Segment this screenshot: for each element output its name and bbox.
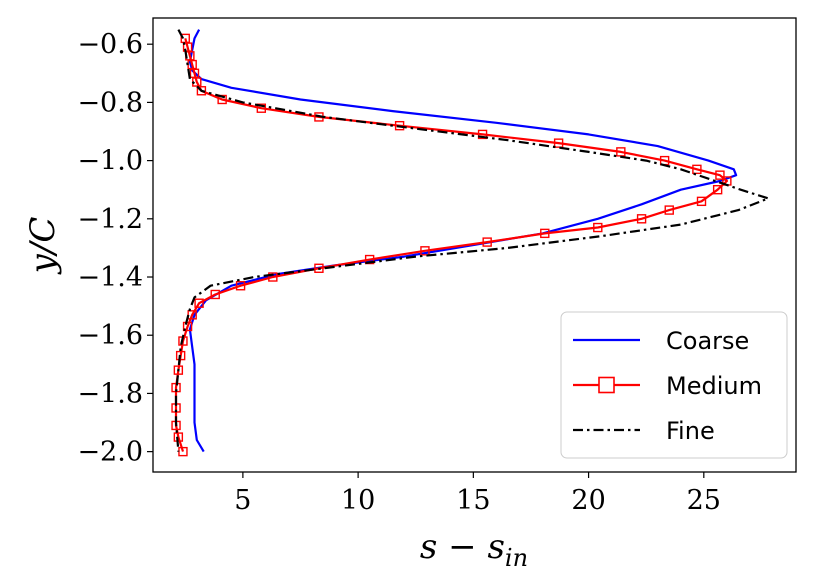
x-tick-label: 10 xyxy=(341,485,375,516)
data-point-medium xyxy=(210,289,220,300)
data-point-medium xyxy=(420,246,430,256)
y-tick-label: −1.0 xyxy=(77,146,143,177)
data-point-medium xyxy=(173,365,184,375)
legend-label-coarse: Coarse xyxy=(666,327,749,355)
data-point-medium xyxy=(314,263,324,273)
data-point-medium xyxy=(194,298,204,308)
series-line-fine xyxy=(174,29,770,452)
data-point-medium xyxy=(175,350,186,361)
data-point-medium xyxy=(182,321,193,332)
y-axis-label: y/C xyxy=(23,217,63,276)
data-point-medium xyxy=(664,205,674,215)
y-tick-label: −1.8 xyxy=(77,378,143,409)
series-layer xyxy=(171,29,770,457)
x-tick-label: 20 xyxy=(571,485,605,516)
legend-marker-medium xyxy=(598,376,615,394)
x-tick-label: 25 xyxy=(687,485,721,516)
x-tick-label: 5 xyxy=(234,485,251,516)
plot-frame xyxy=(152,17,797,473)
data-point-medium xyxy=(182,42,193,52)
legend-label-fine: Fine xyxy=(666,417,715,445)
data-point-medium xyxy=(692,164,702,175)
data-point-medium xyxy=(540,228,550,239)
x-tick-label: 15 xyxy=(456,485,490,516)
legend: Coarse Medium Fine xyxy=(560,311,788,459)
data-point-medium xyxy=(187,310,197,320)
data-point-medium xyxy=(256,103,267,113)
y-tick-label: −0.6 xyxy=(77,29,143,60)
legend-label-medium: Medium xyxy=(666,372,762,400)
y-tick-label: −1.6 xyxy=(77,320,143,351)
data-point-medium xyxy=(235,281,246,291)
data-point-medium xyxy=(178,446,188,457)
y-tick-label: −1.4 xyxy=(77,262,143,293)
y-tick-label: −0.8 xyxy=(77,87,143,118)
data-point-medium xyxy=(636,214,647,224)
data-point-medium xyxy=(180,33,190,44)
y-axis: −0.6 −0.8 −1.0 −1.2 −1.4 −1.6 −1.8 −2.0 xyxy=(77,29,153,468)
x-axis: 5 10 15 20 25 xyxy=(234,472,721,516)
data-point-medium xyxy=(593,222,603,233)
legend-box xyxy=(560,311,788,459)
data-point-medium xyxy=(712,185,723,195)
data-point-medium xyxy=(189,68,200,78)
y-tick-label: −2.0 xyxy=(77,437,143,468)
data-point-medium xyxy=(715,170,725,180)
data-point-medium xyxy=(477,129,488,140)
data-point-medium xyxy=(482,237,492,247)
data-point-medium xyxy=(553,138,564,148)
y-tick-label: −1.2 xyxy=(77,204,143,235)
data-point-medium xyxy=(696,196,707,207)
data-point-medium xyxy=(196,86,207,96)
data-point-medium xyxy=(394,120,405,131)
data-point-medium xyxy=(268,272,278,282)
series-line-coarse xyxy=(188,29,738,453)
